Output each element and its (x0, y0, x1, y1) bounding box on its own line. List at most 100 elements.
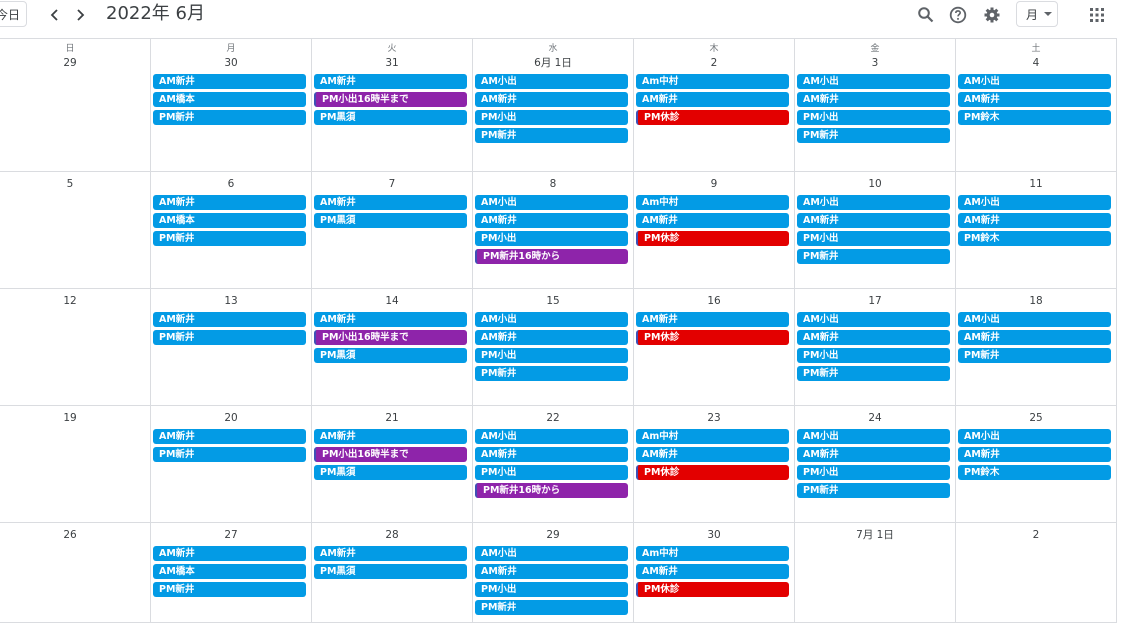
event-chip[interactable]: AM新井 (636, 92, 789, 107)
search-button[interactable] (915, 4, 937, 26)
day-number[interactable]: 2 (1032, 529, 1040, 541)
day-cell[interactable]: 24 AM小出 AM新井 PM小出 PM新井 (795, 406, 956, 523)
event-chip[interactable]: PM新井 (475, 366, 628, 381)
event-chip[interactable]: AM新井 (636, 213, 789, 228)
day-number[interactable]: 6月 1日 (534, 57, 572, 69)
event-chip[interactable]: Am中村 (636, 74, 789, 89)
event-chip[interactable]: AM新井 (153, 312, 306, 327)
event-chip[interactable]: AM小出 (475, 429, 628, 444)
day-cell[interactable]: 8 AM小出 AM新井 PM小出 PM新井16時から (473, 172, 634, 289)
day-cell[interactable]: 日 29 (0, 39, 151, 172)
day-cell[interactable]: 16 AM新井 PM休診 (634, 289, 795, 406)
day-cell[interactable]: 15 AM小出 AM新井 PM小出 PM新井 (473, 289, 634, 406)
event-chip[interactable]: Am中村 (636, 195, 789, 210)
event-chip[interactable]: PM鈴木 (958, 465, 1111, 480)
event-chip[interactable]: AM新井 (314, 74, 467, 89)
day-cell[interactable]: 火 31 AM新井 PM小出16時半まで PM黒須 (312, 39, 473, 172)
event-chip[interactable]: PM鈴木 (958, 110, 1111, 125)
event-chip[interactable]: AM新井 (153, 74, 306, 89)
event-chip[interactable]: PM新井 (797, 249, 950, 264)
event-chip[interactable]: PM小出16時半まで (314, 92, 467, 107)
day-cell[interactable]: 21 AM新井 PM小出16時半まで PM黒須 (312, 406, 473, 523)
event-chip[interactable]: PM小出 (797, 231, 950, 246)
event-chip[interactable]: AM新井 (314, 546, 467, 561)
event-chip[interactable]: PM黒須 (314, 465, 467, 480)
day-number[interactable]: 7 (388, 178, 396, 190)
event-chip[interactable]: AM小出 (475, 195, 628, 210)
day-cell[interactable]: 20 AM新井 PM新井 (151, 406, 312, 523)
event-chip[interactable]: AM小出 (797, 429, 950, 444)
day-number[interactable]: 16 (707, 295, 721, 307)
event-chip[interactable]: AM新井 (797, 330, 950, 345)
day-number[interactable]: 28 (385, 529, 399, 541)
event-chip[interactable]: AM新井 (314, 312, 467, 327)
event-chip[interactable]: AM小出 (475, 74, 628, 89)
day-number[interactable]: 31 (385, 57, 399, 69)
day-number[interactable]: 18 (1029, 295, 1043, 307)
event-chip[interactable]: PM小出 (797, 465, 950, 480)
day-number[interactable]: 26 (63, 529, 77, 541)
day-cell[interactable]: 金 3 AM小出 AM新井 PM小出 PM新井 (795, 39, 956, 172)
day-number[interactable]: 29 (63, 57, 77, 69)
event-chip[interactable]: PM新井16時から (475, 483, 628, 498)
event-chip[interactable]: PM新井 (958, 348, 1111, 363)
event-chip[interactable]: AM新井 (153, 429, 306, 444)
event-chip[interactable]: PM小出 (797, 110, 950, 125)
day-cell[interactable]: 29 AM小出 AM新井 PM小出 PM新井 (473, 523, 634, 623)
day-number[interactable]: 25 (1029, 412, 1043, 424)
event-chip[interactable]: AM新井 (475, 564, 628, 579)
day-cell[interactable]: 11 AM小出 AM新井 PM鈴木 (956, 172, 1117, 289)
event-chip[interactable]: PM小出 (475, 465, 628, 480)
event-chip[interactable]: AM小出 (475, 312, 628, 327)
day-cell[interactable]: 12 (0, 289, 151, 406)
day-cell[interactable]: 19 (0, 406, 151, 523)
event-chip[interactable]: PM小出 (475, 348, 628, 363)
event-chip[interactable]: AM新井 (475, 92, 628, 107)
prev-month-button[interactable] (44, 4, 66, 26)
event-chip[interactable]: Am中村 (636, 429, 789, 444)
event-chip[interactable]: PM新井 (153, 582, 306, 597)
event-chip[interactable]: PM鈴木 (958, 231, 1111, 246)
event-chip[interactable]: AM小出 (958, 429, 1111, 444)
day-cell[interactable]: 木 2 Am中村 AM新井 PM休診 (634, 39, 795, 172)
event-chip[interactable]: AM新井 (958, 213, 1111, 228)
event-chip[interactable]: PM新井 (475, 600, 628, 615)
event-chip[interactable]: AM新井 (797, 447, 950, 462)
event-chip[interactable]: Am中村 (636, 546, 789, 561)
day-cell[interactable]: 9 Am中村 AM新井 PM休診 (634, 172, 795, 289)
event-chip[interactable]: AM橋本 (153, 564, 306, 579)
event-chip[interactable]: PM小出 (475, 231, 628, 246)
day-number[interactable]: 13 (224, 295, 238, 307)
day-number[interactable]: 27 (224, 529, 238, 541)
event-chip[interactable]: AM小出 (958, 74, 1111, 89)
day-number[interactable]: 17 (868, 295, 882, 307)
day-cell[interactable]: 5 (0, 172, 151, 289)
day-number[interactable]: 22 (546, 412, 560, 424)
event-chip[interactable]: AM新井 (636, 312, 789, 327)
event-chip[interactable]: PM休診 (636, 582, 789, 597)
day-cell[interactable]: 26 (0, 523, 151, 623)
event-chip[interactable]: AM小出 (475, 546, 628, 561)
event-chip[interactable]: AM新井 (636, 447, 789, 462)
event-chip[interactable]: PM小出16時半まで (314, 447, 467, 462)
event-chip[interactable]: PM休診 (636, 231, 789, 246)
settings-button[interactable] (981, 4, 1003, 26)
day-cell[interactable]: 17 AM小出 AM新井 PM小出 PM新井 (795, 289, 956, 406)
day-number[interactable]: 4 (1032, 57, 1040, 69)
event-chip[interactable]: PM新井 (475, 128, 628, 143)
event-chip[interactable]: AM新井 (475, 330, 628, 345)
event-chip[interactable]: PM新井 (153, 110, 306, 125)
day-cell[interactable]: 22 AM小出 AM新井 PM小出 PM新井16時から (473, 406, 634, 523)
event-chip[interactable]: AM新井 (314, 429, 467, 444)
event-chip[interactable]: AM新井 (797, 213, 950, 228)
event-chip[interactable]: AM小出 (797, 74, 950, 89)
day-cell[interactable]: 7 AM新井 PM黒須 (312, 172, 473, 289)
event-chip[interactable]: AM新井 (475, 213, 628, 228)
event-chip[interactable]: AM新井 (958, 447, 1111, 462)
view-selector[interactable]: 月 (1016, 1, 1058, 27)
day-cell[interactable]: 30 Am中村 AM新井 PM休診 (634, 523, 795, 623)
apps-button[interactable] (1086, 4, 1108, 26)
event-chip[interactable]: PM小出 (475, 582, 628, 597)
day-number[interactable]: 9 (710, 178, 718, 190)
day-number[interactable]: 24 (868, 412, 882, 424)
